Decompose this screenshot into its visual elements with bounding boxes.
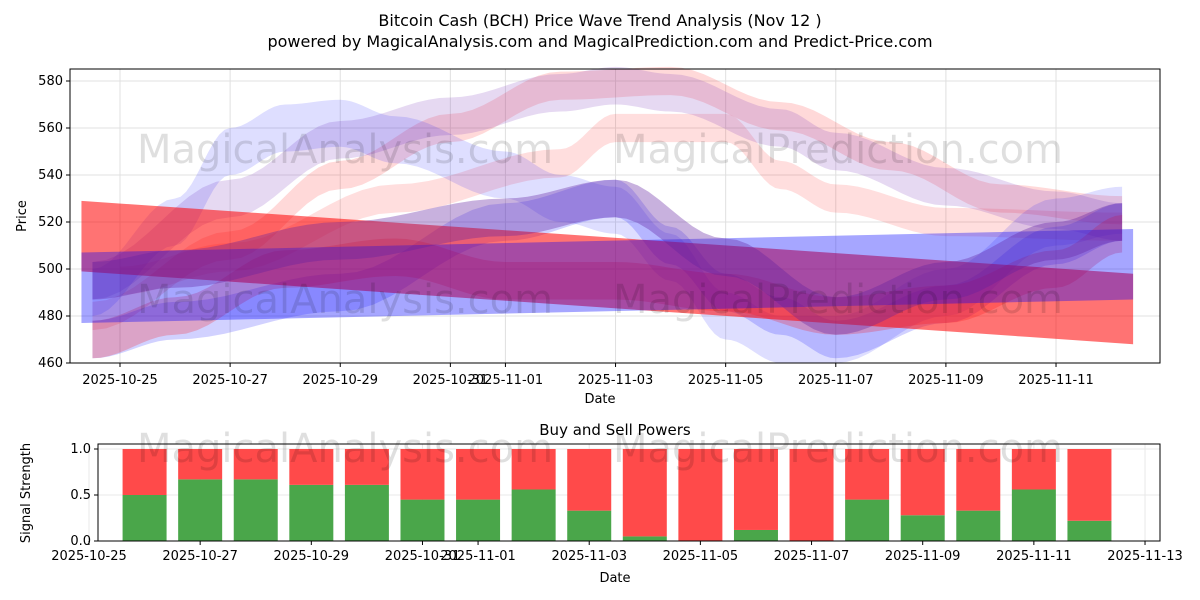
watermark: MagicalPrediction.com (613, 426, 1063, 472)
y-tick-label: 580 (38, 74, 63, 89)
x-tick-label: 2025-11-05 (663, 549, 739, 564)
sell-bar (233, 449, 278, 480)
chart-title: Bitcoin Cash (BCH) Price Wave Trend Anal… (378, 11, 821, 30)
buy-bar (289, 484, 334, 541)
buy-bar (400, 499, 445, 541)
wave-band (81, 200, 1134, 345)
buy-bar (1067, 520, 1112, 541)
x-tick-label: 2025-11-09 (885, 549, 961, 564)
sell-bar (344, 449, 389, 485)
watermarks: MagicalAnalysis.com MagicalPrediction.co… (137, 127, 1063, 472)
plot-frame (69, 68, 1161, 364)
x-tick-label: 2025-10-31 (413, 373, 489, 388)
buy-bar (622, 536, 667, 541)
watermark: MagicalAnalysis.com (137, 426, 553, 472)
sell-bar (956, 449, 1001, 511)
y-tick-label: 1.0 (70, 442, 91, 457)
chart-subtitle: powered by MagicalAnalysis.com and Magic… (267, 32, 932, 51)
sell-bar (733, 449, 778, 530)
buy-bar (344, 484, 389, 541)
sell-bar (456, 449, 501, 500)
plot-frame (97, 443, 1161, 542)
y-tick-label: 480 (38, 309, 63, 324)
x-tick-label: 2025-10-27 (192, 373, 268, 388)
buy-bar (956, 510, 1001, 541)
signal-y-axis-label: Signal Strength (19, 443, 34, 543)
x-tick-label: 2025-11-01 (468, 373, 544, 388)
buy-bar (122, 495, 167, 541)
buy-bar (511, 489, 556, 541)
sell-bar (622, 449, 667, 537)
watermark: MagicalPrediction.com (613, 277, 1063, 323)
y-tick-label: 0.5 (70, 488, 91, 503)
y-tick-label: 520 (38, 215, 63, 230)
watermark: MagicalAnalysis.com (137, 277, 553, 323)
sell-bar (400, 449, 445, 500)
x-tick-label: 2025-10-25 (51, 549, 127, 564)
buy-bar (178, 479, 223, 541)
sell-bar (1011, 449, 1056, 490)
x-tick-label: 2025-10-29 (274, 549, 350, 564)
y-tick-label: 0.0 (70, 534, 91, 549)
x-tick-label: 2025-11-09 (908, 373, 984, 388)
watermark: MagicalPrediction.com (613, 127, 1063, 173)
sell-bar (122, 449, 167, 495)
sell-bar (511, 449, 556, 490)
sell-bar (567, 449, 612, 511)
sell-bar (289, 449, 334, 485)
sell-bar (1067, 449, 1112, 521)
buy-bar (900, 515, 945, 541)
signal-x-axis-label: Date (599, 571, 630, 586)
sell-bar (845, 449, 890, 500)
x-tick-label: 2025-10-31 (385, 549, 461, 564)
price-chart: 460 480 500 520 540 560 580 2025-10-25 2025-10-2… (38, 66, 1161, 388)
x-tick-label: 2025-10-25 (82, 373, 158, 388)
sell-bar (178, 449, 223, 480)
buy-bar (456, 499, 501, 541)
y-tick-label: 460 (38, 356, 63, 371)
x-tick-label: 2025-11-01 (440, 549, 516, 564)
buy-bar (845, 499, 890, 541)
x-axis-label: Date (584, 392, 615, 407)
x-tick-label: 2025-11-07 (798, 373, 874, 388)
wave-band (81, 229, 1134, 324)
y-tick-label: 560 (38, 121, 63, 136)
sell-bar (678, 449, 723, 541)
x-tick-label: 2025-11-11 (996, 549, 1072, 564)
wave-band (92, 66, 1123, 300)
x-tick-label: 2025-11-13 (1107, 549, 1183, 564)
buy-bar (233, 479, 278, 541)
y-tick-label: 500 (38, 262, 63, 277)
x-tick-label: 2025-11-03 (578, 373, 654, 388)
x-tick-label: 2025-10-29 (302, 373, 378, 388)
watermark: MagicalAnalysis.com (137, 127, 553, 173)
signal-chart: 2025-10-25 2025-10-27 2025-10-29 2025-10-31… (51, 442, 1183, 564)
x-tick-label: 2025-11-05 (688, 373, 764, 388)
x-tick-label: 2025-11-03 (551, 549, 627, 564)
x-tick-label: 2025-10-27 (162, 549, 238, 564)
sell-bar (789, 449, 834, 541)
y-axis-label: Price (15, 200, 30, 232)
signal-chart-title: Buy and Sell Powers (539, 421, 691, 439)
buy-bar (733, 529, 778, 541)
wave-band (92, 179, 1123, 359)
buy-bar (1011, 489, 1056, 541)
sell-bar (900, 449, 945, 516)
wave-band (92, 179, 1123, 335)
wave-band (92, 66, 1123, 331)
buy-bar (567, 510, 612, 541)
x-tick-label: 2025-11-07 (774, 549, 850, 564)
x-tick-label: 2025-11-11 (1018, 373, 1094, 388)
y-tick-label: 540 (38, 168, 63, 183)
wave-band (92, 99, 1123, 364)
